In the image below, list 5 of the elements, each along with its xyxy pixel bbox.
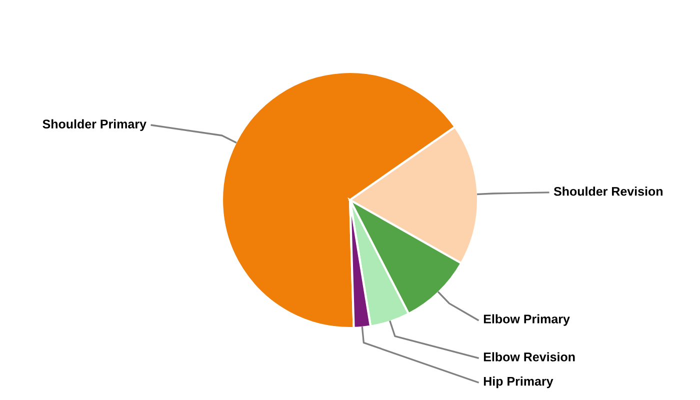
slice-label: Hip Primary [484,376,554,388]
slice-label: Elbow Revision [484,352,575,362]
slice-label: Shoulder Primary [42,119,146,131]
slice-label: Elbow Primary [484,314,570,326]
slice-label: Shoulder Revision [554,186,662,196]
